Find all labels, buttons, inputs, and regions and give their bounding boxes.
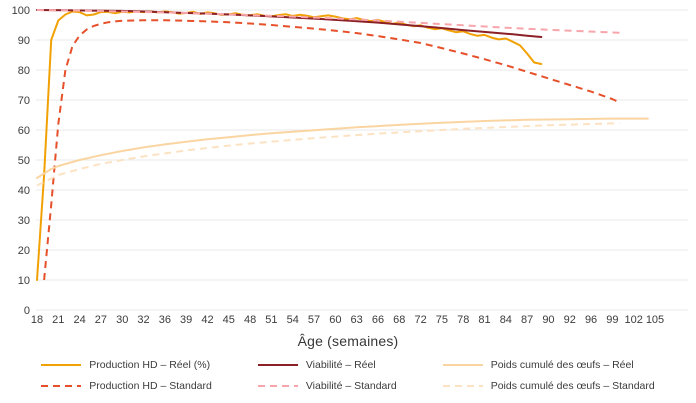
chart-plot-area: 0 10 20 30 40 50 60 70 80 90 100 18 21 24 27 30 32 36 39 42… [12, 5, 688, 326]
x-tick-label: 78 [457, 314, 469, 326]
y-tick-label: 90 [18, 35, 30, 47]
x-tick-label: 72 [414, 314, 426, 326]
x-tick-label: 18 [31, 314, 43, 326]
y-tick-label: 70 [18, 95, 30, 107]
x-tick-label: 102 [625, 314, 643, 326]
x-tick-label: 84 [500, 314, 512, 326]
y-tick-label: 0 [24, 305, 30, 317]
x-tick-label: 45 [223, 314, 235, 326]
x-tick-label: 63 [351, 314, 363, 326]
x-tick-label: 27 [95, 314, 107, 326]
x-tick-label: 51 [265, 314, 277, 326]
legend-dashed-line-icon [257, 385, 298, 387]
x-tick-label: 92 [564, 314, 576, 326]
series-line-viabilit-standard [36, 9, 620, 34]
x-tick-label: 48 [244, 314, 256, 326]
chart-legend: Production HD – Réel (%) Production HD –… [0, 359, 696, 392]
legend-label: Viabilité – Standard [305, 380, 397, 392]
y-tick-label: 50 [18, 155, 30, 167]
series-line-poids-cumul-des-ufs-r-el [36, 117, 649, 179]
x-tick-label: 42 [201, 314, 213, 326]
y-tick-label: 10 [18, 275, 30, 287]
legend-item-poids-cumule-standard[interactable]: Poids cumulé des œufs – Standard [442, 380, 655, 392]
y-tick-label: 30 [18, 215, 30, 227]
x-tick-label: 39 [180, 314, 192, 326]
x-tick-label: 24 [73, 314, 85, 326]
y-tick-label: 80 [18, 65, 30, 77]
x-tick-label: 90 [542, 314, 554, 326]
x-tick-label: 81 [478, 314, 490, 326]
legend-label: Poids cumulé des œufs – Standard [490, 380, 655, 392]
y-tick-label: 20 [18, 245, 30, 257]
x-tick-label: 68 [393, 314, 405, 326]
x-tick-label: 96 [585, 314, 597, 326]
x-tick-label: 105 [646, 314, 664, 326]
legend-item-poids-cumule-reel[interactable]: Poids cumulé des œufs – Réel [442, 359, 655, 371]
legend-item-viabilite-standard[interactable]: Viabilité – Standard [257, 380, 397, 392]
x-tick-label: 75 [436, 314, 448, 326]
legend-label: Poids cumulé des œufs – Réel [490, 359, 634, 371]
legend-col-poids: Poids cumulé des œufs – Réel Poids cumul… [442, 359, 655, 392]
legend-label: Viabilité – Réel [305, 359, 376, 371]
legend-dashed-line-icon [442, 385, 483, 387]
x-tick-label: 54 [287, 314, 299, 326]
x-tick-label: 21 [52, 314, 64, 326]
series-line-poids-cumul-des-ufs-standard [36, 122, 620, 187]
x-tick-label: 36 [159, 314, 171, 326]
series-line-production-hd-standard [43, 19, 620, 281]
legend-line-icon [257, 364, 298, 366]
x-tick-label: 60 [329, 314, 341, 326]
legend-label: Production HD – Standard [89, 380, 212, 392]
x-tick-label: 87 [521, 314, 533, 326]
legend-label: Production HD – Réel (%) [89, 359, 211, 371]
x-axis-title: Âge (semaines) [297, 333, 399, 349]
legend-line-icon [41, 364, 82, 366]
y-tick-label: 100 [12, 5, 30, 17]
legend-col-viabilite: Viabilité – Réel Viabilité – Standard [257, 359, 397, 392]
x-tick-label: 66 [372, 314, 384, 326]
legend-line-icon [442, 364, 483, 366]
y-tick-label: 60 [18, 125, 30, 137]
x-tick-label: 99 [606, 314, 618, 326]
x-tick-label: 30 [116, 314, 128, 326]
x-tick-label: 57 [308, 314, 320, 326]
legend-col-production: Production HD – Réel (%) Production HD –… [41, 359, 212, 392]
legend-item-production-hd-standard[interactable]: Production HD – Standard [41, 380, 212, 392]
x-tick-label: 32 [137, 314, 149, 326]
y-tick-label: 40 [18, 185, 30, 197]
series-line-production-hd-r-el [36, 10, 543, 281]
legend-item-production-hd-reel[interactable]: Production HD – Réel (%) [41, 359, 212, 371]
legend-dashed-line-icon [41, 385, 82, 387]
legend-item-viabilite-reel[interactable]: Viabilité – Réel [257, 359, 397, 371]
